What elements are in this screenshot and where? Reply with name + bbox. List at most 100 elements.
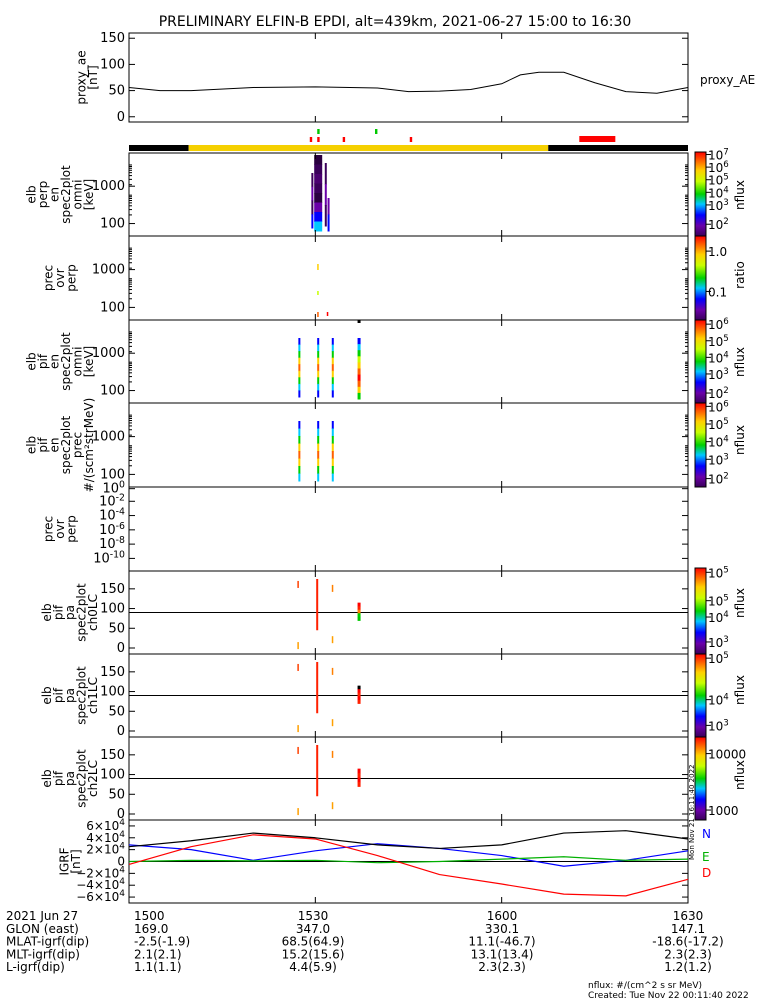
spec-streak (317, 436, 320, 444)
colorbar-prec_ovr_perp-label: ratio (733, 261, 747, 289)
panel-elb_pif_en_prec: 1000 100 elbpifenspec2plotprec#/(scm²strMe… (24, 398, 689, 492)
spec-streak (317, 351, 320, 359)
igrf-legend-e: E (702, 850, 710, 864)
prec_ovr_perp-ylabel-line: perp (65, 264, 79, 292)
colorbars: 107106105104103102nflux1.00.1ratio106105… (694, 148, 747, 821)
ae-ytick-label: 150 (100, 31, 125, 46)
status-red-block (579, 136, 616, 142)
spec-streak (298, 443, 301, 452)
ch0LC-mark (331, 636, 334, 644)
ae-ylabel-line: proxy_ae (74, 50, 88, 104)
spec-streak (298, 451, 301, 459)
status-red-mark (409, 137, 413, 142)
prec_ovr_perp_2-ylabel-line: prec (42, 516, 56, 542)
ch2LC-ytick-label: 50 (108, 787, 125, 802)
spec-streak (317, 428, 320, 437)
spec-streak (331, 344, 334, 352)
ch2LC-ylabel-line: pif (52, 770, 66, 786)
ch1LC-streak (357, 692, 361, 697)
spec-streak (314, 212, 323, 222)
igrf-ytick-label: 6×104 (86, 818, 125, 833)
ch0LC-ytick-label: 100 (100, 602, 125, 617)
spec-streak (317, 451, 320, 459)
colorbar-ch0LC-label: nflux (733, 588, 747, 618)
colorbar-elb_pif_en_prec: 106 105 104 103 102 nflux (694, 399, 747, 488)
ch1LC-streak (357, 696, 361, 701)
colorbar-tick-label: 105 (708, 565, 729, 580)
prec_ovr_perp_2-ytick-label: 10-4 (99, 507, 125, 524)
ch2LC-streak (357, 777, 361, 783)
ratio-mark (317, 291, 319, 295)
spec-streak (331, 364, 334, 372)
ch2LC-ytick-label: 150 (100, 748, 125, 763)
colorbar-tick-label: 104 (708, 185, 729, 200)
ch0LC-mark (297, 580, 299, 588)
spec-streak (327, 198, 330, 215)
spec-streak (331, 357, 334, 365)
spec-dot (357, 320, 361, 323)
colorbar-tick-label: 103 (708, 367, 729, 382)
colorbar-ch2LC: 10000 1000 nflux (694, 736, 747, 821)
prec_ovr_perp_2-ylabel-line: perp (65, 515, 79, 543)
panel-proxy-ae: 150 100 50 0 proxy_ae[nT] (74, 31, 689, 125)
figure-title: PRELIMINARY ELFIN-B EPDI, alt=439km, 202… (159, 14, 632, 30)
ch2LC-ylabel-line: elb (40, 769, 54, 787)
igrf-ylabel-line: [nT] (69, 849, 83, 873)
prec_ovr_perp-ytick-label: 1000 (92, 263, 125, 278)
spec-streak (317, 338, 320, 346)
elb_pif_en_omni-ytick-label: 100 (100, 384, 125, 399)
footer-cell: -18.6(-17.2) (652, 935, 723, 949)
spec-streak (317, 473, 320, 482)
ratio-mark (317, 264, 319, 270)
side-stamp: Mon Nov 21 16:11:40 2022 (688, 765, 696, 860)
spec-streak (311, 186, 314, 201)
colorbar-ch2LC-label: nflux (733, 760, 747, 790)
spec-streak (317, 458, 320, 467)
ch1LC-ytick-label: 150 (100, 665, 125, 680)
ch1LC-ytick-label: 100 (100, 685, 125, 700)
elb_pif_en_omni-ytick-label: 1000 (92, 346, 125, 361)
igrf-ytick-label: −6×104 (76, 889, 125, 904)
spec-streak (357, 338, 361, 345)
status-segment (129, 145, 189, 151)
ch1LC-ytick-label: 50 (108, 704, 125, 719)
ae-legend: proxy_AE (700, 73, 755, 87)
ch0LC-ylabel-line: pa (63, 605, 77, 620)
footer-row-label: MLT-igrf(dip) (6, 947, 80, 961)
footer-cell: 11.1(-46.7) (468, 935, 535, 949)
ch0LC-ylabel-line: elb (40, 603, 54, 621)
spec-streak (311, 200, 314, 215)
status-red-mark (317, 137, 320, 142)
elb_perp_en-ylabel-line: elb (24, 185, 38, 203)
status-red-mark (309, 137, 313, 142)
colorbar-tick-label: 104 (708, 610, 729, 625)
footer-cell: 15.2(15.6) (282, 947, 345, 961)
status-green-mark (375, 129, 378, 134)
colorbar-tick-label: 104 (708, 350, 729, 365)
igrf-ylabel: IGRF[nT] (57, 847, 83, 875)
colorbar-tick-label: 103 (708, 452, 729, 467)
spec-streak (314, 183, 323, 194)
colorbar-tick-label: 0.1 (708, 285, 727, 299)
elb_perp_en-ylabel-line: omni (70, 180, 84, 210)
ch0LC-streak (357, 606, 361, 611)
footer-row-label: GLON (east) (6, 922, 79, 936)
ch1LC-ylabel-line: spec2plot (75, 666, 89, 725)
prec_ovr_perp_2-ylabel-line: ovr (53, 519, 67, 538)
spec-streak (331, 377, 334, 385)
spec-streak (298, 357, 301, 365)
footer-cell: 1530 (298, 909, 329, 923)
elb_pif_en_prec-ytick-label: 100 (100, 467, 125, 482)
igrf-ytick-label: −4×104 (76, 877, 125, 892)
ch1LC-mark (331, 719, 334, 727)
ch0LC-mark (331, 584, 334, 592)
created-stamp: Created: Tue Nov 22 00:11:40 2022 (588, 991, 749, 1000)
